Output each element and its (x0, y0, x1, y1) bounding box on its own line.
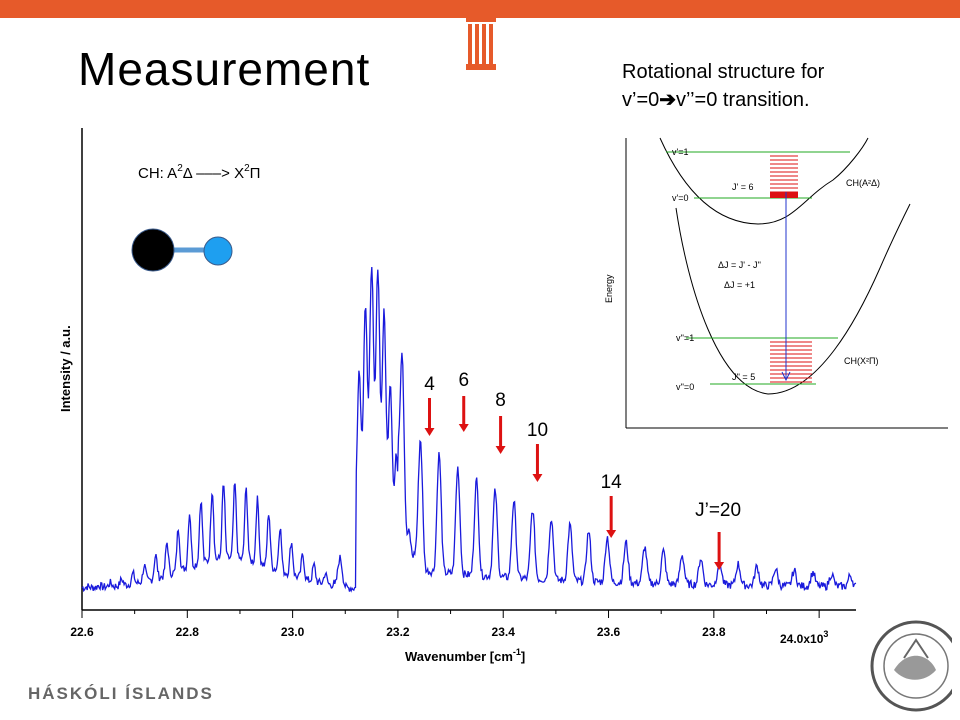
slide-title: Measurement (78, 43, 371, 95)
x-tick-label: 23.8 (702, 625, 726, 639)
subtitle-lower-v: v’’=0 transition. (676, 89, 810, 111)
annotation-arrowhead-icon (424, 428, 435, 436)
energy-level-inset: Energy R v'=1 v'=0 v''=1 v''=0 J' = 6 J'… (598, 128, 950, 434)
upper-j-label: J' = 6 (732, 182, 753, 192)
x-tick-label: 22.8 (176, 625, 200, 639)
lower-v1-label: v''=1 (676, 333, 694, 343)
university-logo-icon (466, 16, 496, 70)
annotation-arrowhead-icon (458, 424, 469, 432)
top-banner (0, 0, 960, 18)
lower-v0-label: v''=0 (676, 382, 694, 392)
ch-molecule-icon (131, 228, 233, 272)
right-arrow-icon: ➔ (659, 89, 677, 111)
annotation-arrowhead-icon (714, 562, 725, 570)
x-tick-label: 23.4 (492, 625, 516, 639)
upper-state-label: CH(A²Δ) (846, 178, 880, 188)
x-tick-label: 22.6 (70, 625, 94, 639)
upper-v0-label: v'=0 (672, 193, 688, 203)
subtitle-line-1: Rotational structure for (622, 61, 825, 83)
subtitle-line-2: v’=0➔v’’=0 transition. (622, 86, 824, 114)
annotation-label: 4 (424, 374, 435, 395)
annotation-label: 6 (458, 370, 469, 391)
transition-arrowhead-icon (781, 371, 791, 382)
upper-v1-label: v'=1 (672, 147, 688, 157)
x-axis-label: Wavenumber [cm-1] (405, 647, 525, 664)
rotational-line-annotations: 4 6 8 10 14 J’=20 (424, 370, 741, 570)
annotation-label: 8 (495, 390, 506, 411)
slide-subtitle: Rotational structure for v’=0➔v’’=0 tran… (622, 58, 824, 114)
delta-j-value: ΔJ = +1 (724, 280, 755, 290)
subtitle-upper-v: v’=0 (622, 89, 660, 111)
annotation-label: J’=20 (695, 500, 741, 521)
annotation-arrowhead-icon (532, 474, 543, 482)
delta-j-definition: ΔJ = J' - J'' (718, 260, 761, 270)
lower-rotational-ladder (770, 341, 812, 383)
upper-potential-curve (659, 137, 869, 225)
spectrum-line (81, 266, 857, 593)
university-name-footer: HÁSKÓLI ÍSLANDS (28, 684, 214, 703)
lower-potential-curve (675, 203, 911, 395)
y-axis-label: Intensity / a.u. (58, 325, 73, 412)
annotation-arrowhead-icon (606, 530, 617, 538)
upper-rotational-ladder (770, 155, 798, 198)
annotation-label: 14 (601, 472, 623, 493)
x-tick-label: 23.6 (597, 625, 621, 639)
x-tick-label: 23.2 (386, 625, 410, 639)
lower-state-label: CH(X²Π) (844, 356, 879, 366)
upper-rotational-band (770, 192, 798, 198)
x-tick-label: 23.0 (281, 625, 305, 639)
annotation-arrowhead-icon (495, 446, 506, 454)
molecule-transition-label: CH: A2Δ –––> X2Π (138, 163, 260, 182)
annotation-label: 10 (527, 420, 548, 441)
lower-j-label: J'' = 5 (732, 372, 755, 382)
inset-y-label: Energy (604, 274, 614, 303)
x-ticks: 22.6 22.8 23.0 23.2 23.4 23.6 23.8 (70, 610, 820, 639)
university-seal-icon (870, 620, 952, 712)
x-last-tick-label: 24.0x103 (780, 629, 828, 646)
